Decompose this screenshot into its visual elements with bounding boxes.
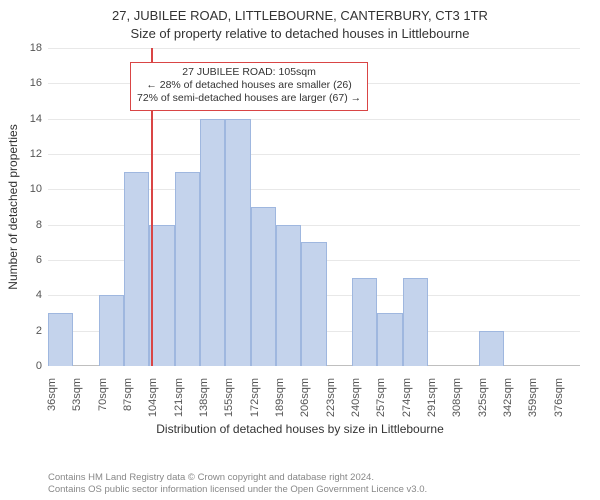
x-axis-title: Distribution of detached houses by size …	[0, 422, 600, 436]
xtick-label: 155sqm	[223, 378, 235, 417]
xtick-label: 223sqm	[325, 378, 337, 417]
xtick-label: 104sqm	[147, 378, 159, 417]
annotation-line: ← 28% of detached houses are smaller (26…	[137, 79, 361, 92]
histogram-bar	[352, 278, 377, 366]
histogram-bar	[301, 242, 326, 366]
gridline	[48, 154, 580, 155]
xtick-label: 189sqm	[274, 378, 286, 417]
xtick-label: 121sqm	[173, 378, 185, 417]
ytick-label: 2	[24, 325, 42, 337]
xtick-label: 291sqm	[426, 378, 438, 417]
xtick-label: 240sqm	[350, 378, 362, 417]
histogram-bar	[99, 295, 124, 366]
y-axis-title: Number of detached properties	[6, 124, 20, 289]
xtick-label: 87sqm	[122, 378, 134, 411]
annotation-box: 27 JUBILEE ROAD: 105sqm ← 28% of detache…	[130, 62, 368, 110]
xtick-label: 206sqm	[299, 378, 311, 417]
xtick-label: 257sqm	[375, 378, 387, 417]
chart-title-sub: Size of property relative to detached ho…	[0, 26, 600, 41]
ytick-label: 10	[24, 183, 42, 195]
ytick-label: 8	[24, 219, 42, 231]
histogram-bar	[48, 313, 73, 366]
histogram-bar	[251, 207, 276, 366]
histogram-bar	[175, 172, 200, 366]
histogram-bar	[124, 172, 149, 366]
histogram-bar	[276, 225, 301, 366]
xtick-label: 274sqm	[401, 378, 413, 417]
footer: Contains HM Land Registry data © Crown c…	[48, 472, 427, 496]
ytick-label: 14	[24, 113, 42, 125]
histogram-bar	[403, 278, 428, 366]
xtick-label: 70sqm	[97, 378, 109, 411]
histogram-bar	[149, 225, 174, 366]
xtick-label: 342sqm	[502, 378, 514, 417]
xtick-label: 138sqm	[198, 378, 210, 417]
histogram-bar	[377, 313, 402, 366]
gridline	[48, 119, 580, 120]
ytick-label: 18	[24, 42, 42, 54]
annotation-line: 72% of semi-detached houses are larger (…	[137, 92, 361, 105]
histogram-bar	[225, 119, 250, 366]
xtick-label: 36sqm	[46, 378, 58, 411]
chart-title-address: 27, JUBILEE ROAD, LITTLEBOURNE, CANTERBU…	[0, 8, 600, 23]
ytick-label: 16	[24, 77, 42, 89]
chart-container: 27, JUBILEE ROAD, LITTLEBOURNE, CANTERBU…	[0, 0, 600, 500]
xtick-label: 359sqm	[527, 378, 539, 417]
ytick-label: 12	[24, 148, 42, 160]
ytick-label: 4	[24, 289, 42, 301]
xtick-label: 376sqm	[553, 378, 565, 417]
gridline	[48, 48, 580, 49]
xtick-label: 325sqm	[477, 378, 489, 417]
histogram-bar	[200, 119, 225, 366]
footer-line: Contains HM Land Registry data © Crown c…	[48, 472, 427, 484]
annotation-line: 27 JUBILEE ROAD: 105sqm	[137, 66, 361, 79]
footer-line: Contains OS public sector information li…	[48, 484, 427, 496]
xtick-label: 172sqm	[249, 378, 261, 417]
xtick-label: 53sqm	[71, 378, 83, 411]
ytick-label: 0	[24, 360, 42, 372]
ytick-label: 6	[24, 254, 42, 266]
xtick-label: 308sqm	[451, 378, 463, 417]
histogram-bar	[479, 331, 504, 366]
